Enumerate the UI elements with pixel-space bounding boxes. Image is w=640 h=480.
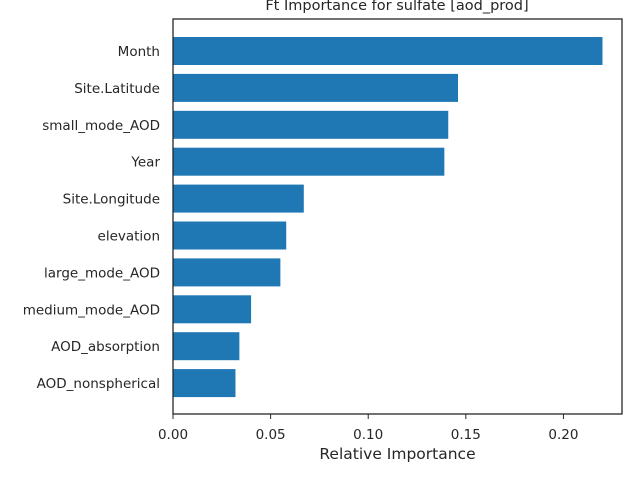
y-tick-label: AOD_absorption xyxy=(51,339,160,355)
bar xyxy=(173,147,445,176)
y-tick-label: AOD_nonspherical xyxy=(37,376,160,392)
x-tick-label: 0.10 xyxy=(353,427,383,443)
bars-layer xyxy=(173,37,603,398)
y-tick-label: Year xyxy=(130,155,160,171)
y-tick-label: Month xyxy=(118,44,160,60)
x-axis-ticks: 0.00 0.05 0.10 0.15 0.20 xyxy=(158,414,578,443)
bar xyxy=(173,184,304,213)
y-tick-label: Site.Longitude xyxy=(63,192,160,208)
x-tick-label: 0.20 xyxy=(548,427,578,443)
x-axis-label: Relative Importance xyxy=(319,445,475,463)
bar xyxy=(173,295,252,324)
x-tick-label: 0.15 xyxy=(451,427,481,443)
x-tick-label: 0.05 xyxy=(256,427,286,443)
bar xyxy=(173,221,287,250)
bar xyxy=(173,37,603,65)
bar xyxy=(173,369,236,398)
bar xyxy=(173,332,240,361)
plot-frame xyxy=(172,18,623,415)
y-tick-label: large_mode_AOD xyxy=(44,265,160,281)
bar xyxy=(173,73,459,102)
bar xyxy=(173,258,281,287)
y-tick-label: elevation xyxy=(98,229,160,245)
x-tick-label: 0.00 xyxy=(158,427,188,443)
y-tick-labels: Month Site.Latitude small_mode_AOD Year Site… xyxy=(23,44,161,392)
y-tick-label: Site.Latitude xyxy=(74,81,160,97)
y-tick-label: small_mode_AOD xyxy=(42,118,160,134)
chart-title: Ft Importance for sulfate [aod_prod] xyxy=(265,0,528,14)
bar xyxy=(173,110,449,139)
y-tick-label: medium_mode_AOD xyxy=(23,302,160,318)
